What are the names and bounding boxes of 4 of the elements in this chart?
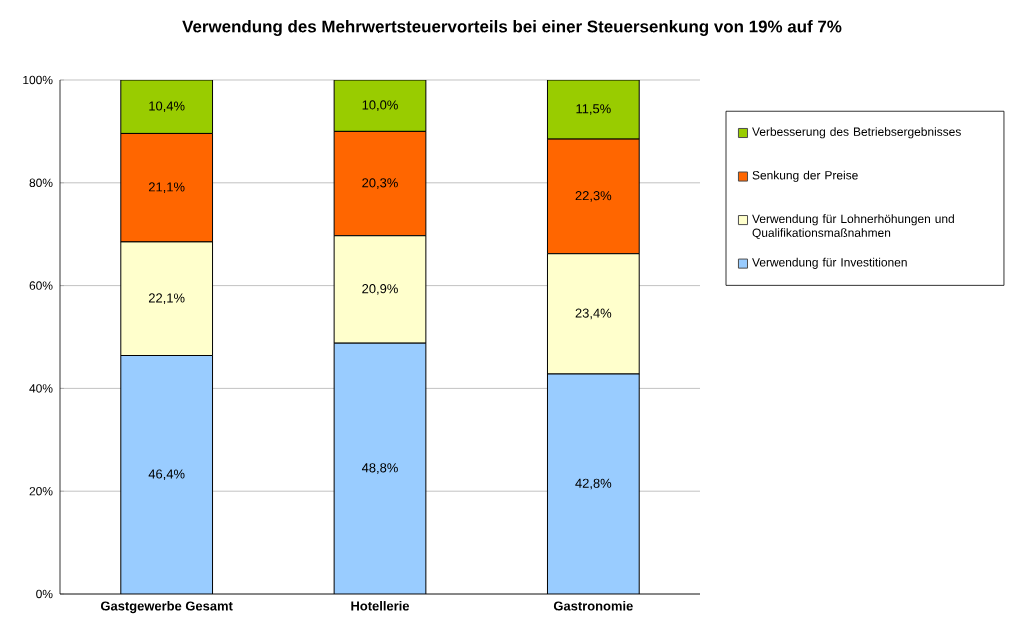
bar bbox=[120, 355, 213, 594]
chart-title: Verwendung des Mehrwertsteuervorteils bei einer Steuersenkung von 19% auf 7% bbox=[182, 20, 842, 36]
bar bbox=[546, 373, 640, 594]
bar bbox=[334, 343, 426, 594]
